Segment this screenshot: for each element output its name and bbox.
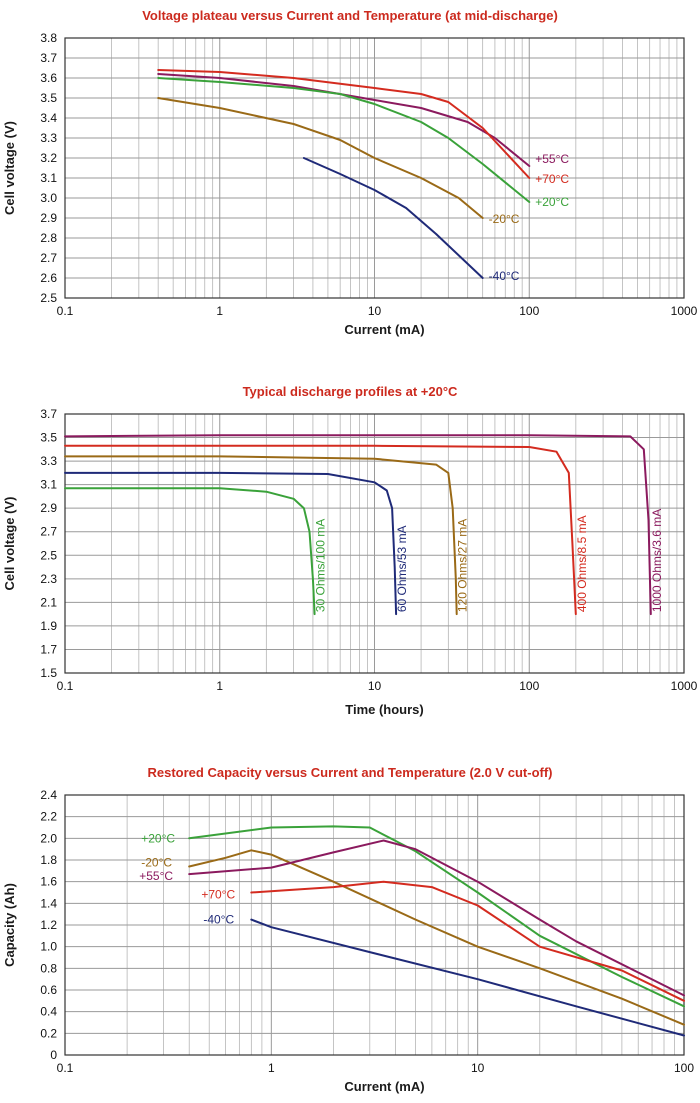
series-label: -20°C [489,212,520,226]
series-label: +55°C [139,869,173,883]
series-line [64,444,577,616]
y-tick-label: 0.2 [40,1026,57,1040]
series-label: +70°C [201,888,235,902]
y-tick-label: 3.0 [40,191,57,205]
series-label: -40°C [489,269,520,283]
x-tick-label: 1 [268,1061,275,1075]
y-tick-label: 3.2 [40,151,57,165]
y-tick-label: 2.1 [40,595,57,609]
series-line [64,471,398,616]
y-tick-label: 2.4 [40,788,57,802]
chart-title: Voltage plateau versus Current and Tempe… [142,8,558,23]
plot-frame [64,413,685,674]
y-tick-label: 0.4 [40,1005,57,1019]
y-tick-label: 2.0 [40,831,57,845]
y-tick-label: 1.6 [40,875,57,889]
y-tick-label: 3.6 [40,71,57,85]
chart-2: Typical discharge profiles at +20°C 1.5 1.… [2,384,698,717]
y-tick-label: 2.2 [40,810,57,824]
y-axis-label: Cell voltage (V) [2,497,17,591]
y-tick-label: 1.4 [40,896,57,910]
series-line [64,455,458,616]
x-tick-label: 0.1 [57,679,74,693]
y-tick-label: 2.5 [40,291,57,305]
y-tick-label: 2.3 [40,572,57,586]
x-tick-label: 0.1 [57,1061,74,1075]
series-label: -40°C [203,913,234,927]
series-label: 400 Ohms/8.5 mA [575,515,589,612]
series-line [157,97,484,219]
x-tick-label: 1000 [671,304,698,318]
y-tick-label: 0.6 [40,983,57,997]
y-tick-label: 1.9 [40,619,57,633]
series-label: 60 Ohms/53 mA [395,525,409,612]
series-line [188,839,685,997]
y-tick-label: 2.8 [40,231,57,245]
series-label: -20°C [141,856,172,870]
chart-1: Voltage plateau versus Current and Tempe… [2,8,698,337]
y-axis-label: Capacity (Ah) [2,883,17,967]
x-axis-label: Current (mA) [344,322,424,337]
y-tick-label: 3.4 [40,111,57,125]
series-label: +55°C [535,152,569,166]
x-tick-label: 1 [216,679,223,693]
x-tick-label: 10 [368,679,382,693]
x-tick-label: 0.1 [57,304,74,318]
series-line [188,849,685,1026]
y-tick-label: 1.5 [40,666,57,680]
series-label: 1000 Ohms/3.6 mA [650,509,664,612]
series-line [302,157,484,279]
series-line [250,918,685,1037]
x-tick-label: 1000 [671,679,698,693]
series-line [64,434,652,616]
y-tick-label: 3.7 [40,407,57,421]
x-tick-label: 10 [471,1061,485,1075]
y-tick-label: 1.2 [40,918,57,932]
y-tick-label: 1.7 [40,642,57,656]
x-tick-label: 10 [368,304,382,318]
y-tick-label: 2.9 [40,501,57,515]
y-tick-label: 3.3 [40,454,57,468]
series-line [250,880,685,1002]
y-tick-label: 1.8 [40,853,57,867]
x-tick-label: 1 [216,304,223,318]
x-axis-label: Time (hours) [345,702,424,717]
series-line [64,487,316,616]
series-line [157,69,531,179]
x-tick-label: 100 [519,304,539,318]
y-tick-label: 2.7 [40,525,57,539]
series-line [157,77,531,203]
y-tick-label: 3.8 [40,31,57,45]
chart-3: Restored Capacity versus Current and Tem… [2,765,694,1094]
series-label: +70°C [535,172,569,186]
y-tick-label: 3.7 [40,51,57,65]
y-tick-label: 3.5 [40,431,57,445]
y-tick-label: 2.5 [40,548,57,562]
y-tick-label: 0 [50,1048,57,1062]
y-axis-label: Cell voltage (V) [2,121,17,215]
series-label: +20°C [141,831,175,845]
series-label: +20°C [535,195,569,209]
x-axis-label: Current (mA) [344,1079,424,1094]
chart-title: Restored Capacity versus Current and Tem… [147,765,552,780]
y-tick-label: 2.9 [40,211,57,225]
x-tick-label: 100 [519,679,539,693]
series-label: 120 Ohms/27 mA [456,519,470,612]
y-tick-label: 1.0 [40,940,57,954]
x-tick-label: 100 [674,1061,694,1075]
y-tick-label: 2.6 [40,271,57,285]
y-tick-label: 3.3 [40,131,57,145]
chart-title: Typical discharge profiles at +20°C [243,384,458,399]
y-tick-label: 3.1 [40,171,57,185]
y-tick-label: 2.7 [40,251,57,265]
y-tick-label: 3.1 [40,478,57,492]
plot-frame [64,794,685,1056]
y-tick-label: 0.8 [40,961,57,975]
series-label: 30 Ohms/100 mA [314,519,328,612]
y-tick-label: 3.5 [40,91,57,105]
plot-frame [64,37,685,299]
